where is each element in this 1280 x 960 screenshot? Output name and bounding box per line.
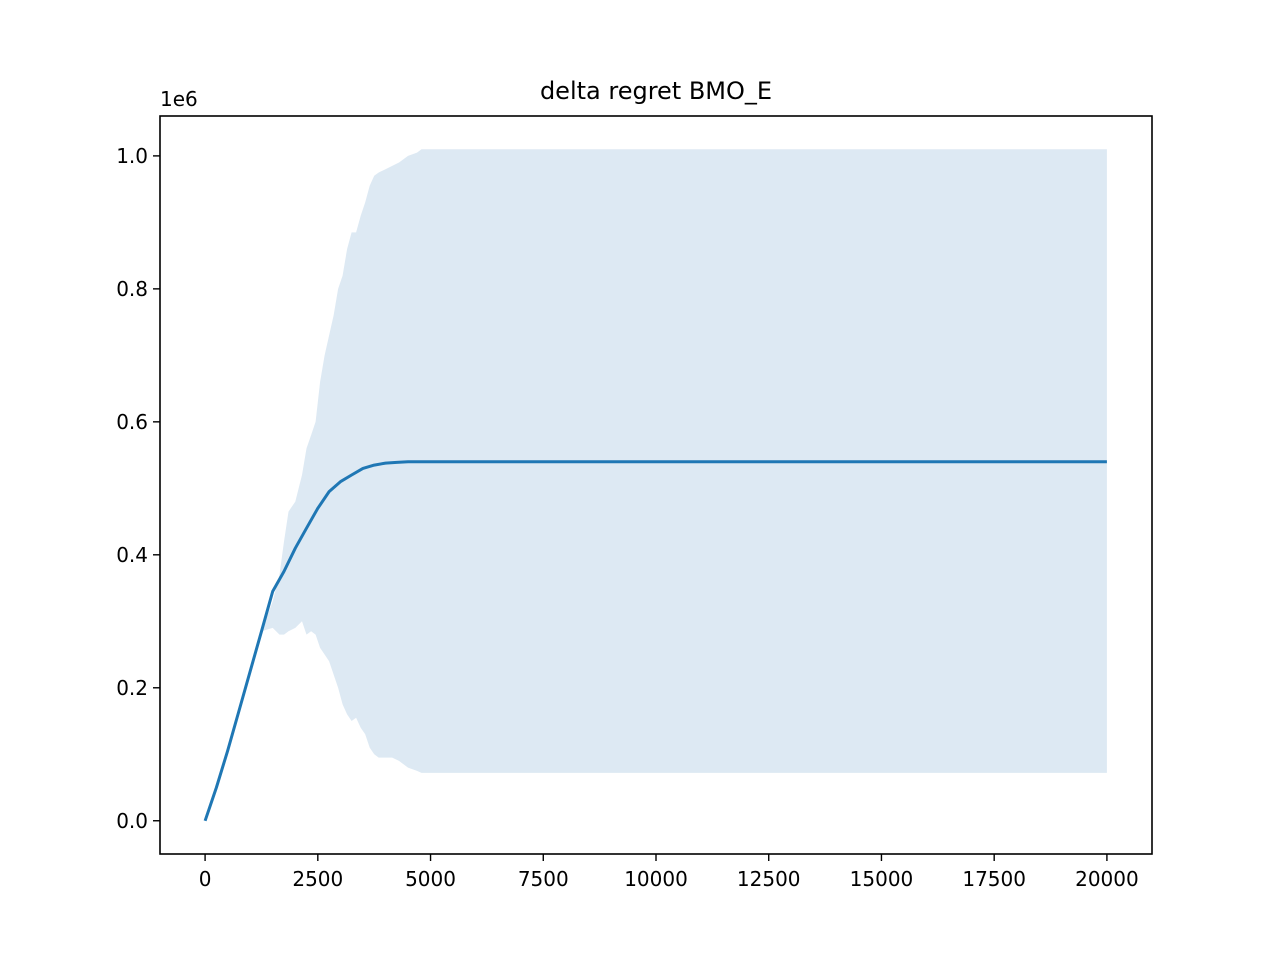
x-tick-label: 7500 bbox=[518, 867, 569, 891]
x-tick-label: 0 bbox=[199, 867, 212, 891]
x-axis-ticks: 0 2500 5000 7500 10000 12500 15000 17500 20000 bbox=[199, 854, 1139, 891]
x-tick-label: 15000 bbox=[850, 867, 914, 891]
x-tick-label: 12500 bbox=[737, 867, 801, 891]
y-axis-ticks: 0.0 0.2 0.4 0.6 0.8 1.0 bbox=[116, 144, 160, 833]
mean-regret-line bbox=[203, 460, 1107, 822]
y-tick-label: 1.0 bbox=[116, 144, 148, 168]
confidence-band bbox=[205, 149, 1107, 821]
y-tick-label: 0.0 bbox=[116, 809, 148, 833]
y-tick-label: 0.8 bbox=[116, 277, 148, 301]
x-tick-label: 2500 bbox=[292, 867, 343, 891]
y-tick-label: 0.4 bbox=[116, 543, 148, 567]
mean-line-layer bbox=[203, 460, 1107, 822]
x-tick-label: 17500 bbox=[962, 867, 1026, 891]
y-axis-offset-label: 1e6 bbox=[160, 87, 198, 111]
y-tick-label: 0.6 bbox=[116, 410, 148, 434]
y-tick-label: 0.2 bbox=[116, 676, 148, 700]
x-tick-label: 10000 bbox=[624, 867, 688, 891]
x-tick-label: 5000 bbox=[405, 867, 456, 891]
x-tick-label: 20000 bbox=[1075, 867, 1139, 891]
confidence-band-layer bbox=[205, 149, 1107, 821]
chart-title: delta regret BMO_E bbox=[540, 77, 772, 105]
